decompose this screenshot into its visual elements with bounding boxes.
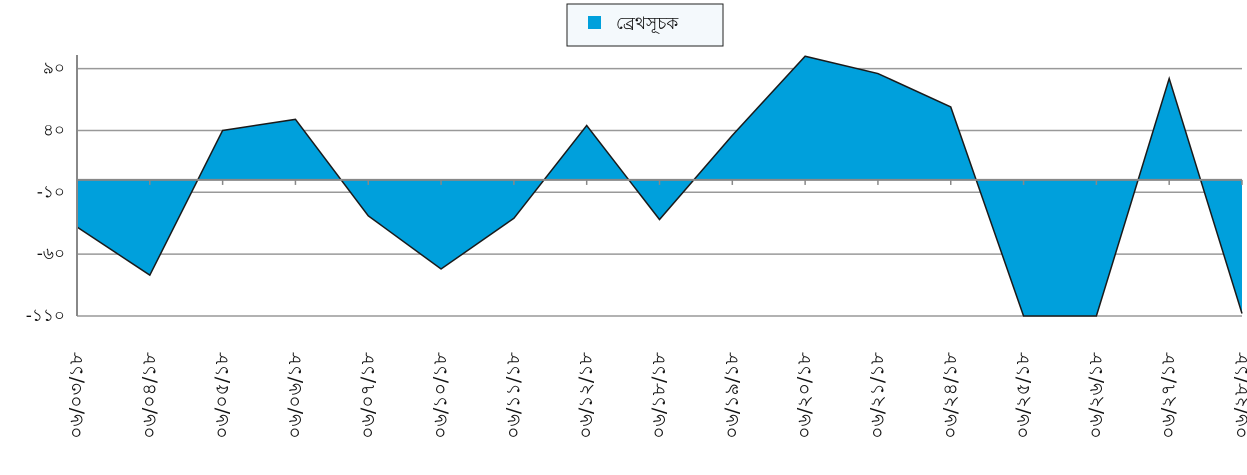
x-tick-label: ০৬/২৬/১৮ xyxy=(1085,351,1107,439)
x-tick-label: ০৬/০৩/১৮ xyxy=(66,351,88,439)
y-tick-label: -১০ xyxy=(37,182,65,202)
x-tick-label: ০৬/২১/১৮ xyxy=(866,351,888,439)
x-tick-label: ০৬/১২/১৮ xyxy=(575,351,597,439)
x-tick-label: ০৬/১০/১৮ xyxy=(430,351,452,439)
y-tick-label: -৬০ xyxy=(37,244,65,264)
x-tick-label: ০৬/০৪/১৮ xyxy=(138,351,160,439)
legend: ব্রেথসূচক xyxy=(566,3,724,47)
area xyxy=(77,56,1242,316)
x-tick-label: ০৬/১১/১৮ xyxy=(502,351,524,438)
y-tick-label: -১১০ xyxy=(26,306,65,326)
x-tick-label: ০৬/২৭/১৮ xyxy=(1158,351,1180,439)
x-tick-label: ০৬/১৮/১৮ xyxy=(648,351,670,438)
legend-label: ব্রেথসূচক xyxy=(616,14,679,34)
x-tick-label: ০৬/০৫/১৮ xyxy=(211,351,233,439)
x-tick-label: ০৬/২৫/১৮ xyxy=(1012,351,1034,439)
x-tick-label: ০৬/০৭/১৮ xyxy=(357,351,379,439)
area-line xyxy=(76,55,1243,317)
x-tick-label: ০৬/২০/১৮ xyxy=(794,351,816,439)
y-tick-label: ৪০ xyxy=(43,120,65,140)
x-tick-label: ০৬/০৬/১৮ xyxy=(284,351,306,439)
legend-swatch xyxy=(588,16,601,29)
y-tick-label: ৯০ xyxy=(43,59,65,79)
x-tick-label: ০৬/২৪/১৮ xyxy=(939,351,961,439)
x-tick-label: ০৬/১৯/১৮ xyxy=(721,351,743,438)
x-tick-label: ০৬/২৮/১৮ xyxy=(1231,351,1247,439)
